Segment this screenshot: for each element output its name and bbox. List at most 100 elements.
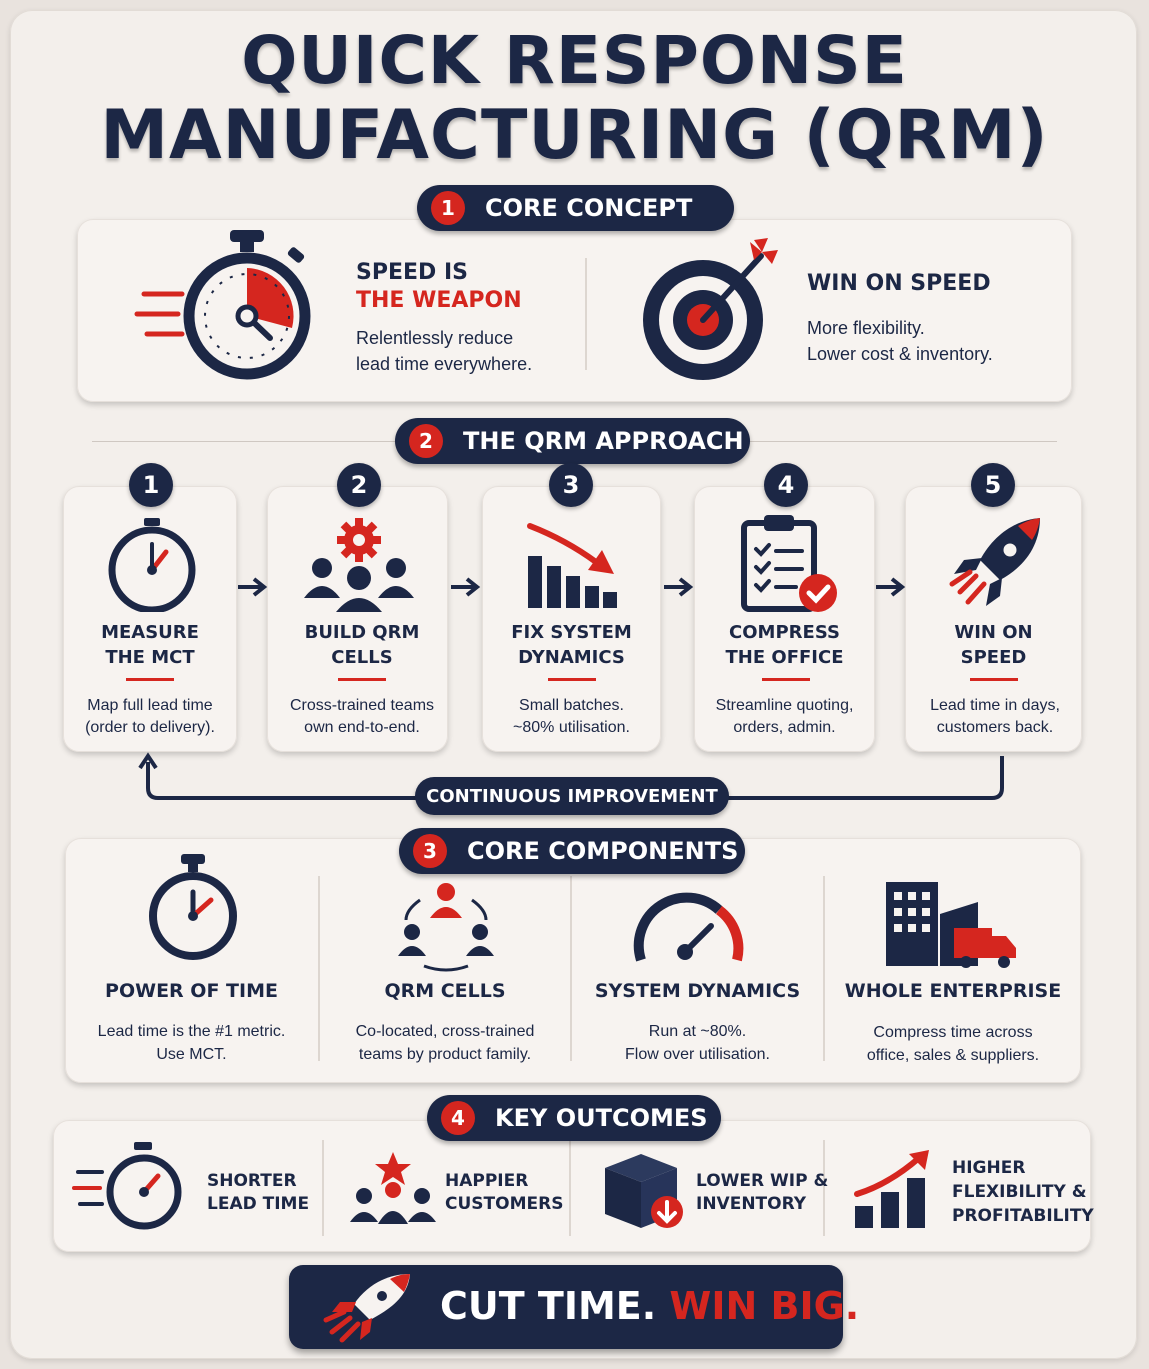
outcome-line-3: PROFITABILITY — [952, 1206, 1094, 1226]
team-cycle-icon — [398, 883, 494, 972]
title-line-1: QUICK RESPONSE — [241, 22, 908, 99]
outcome-line-2: LEAD TIME — [207, 1194, 310, 1214]
speed-heading-line-1: SPEED IS — [356, 260, 468, 285]
step-number-badge: 1 — [129, 463, 173, 507]
gauge-icon — [633, 892, 744, 962]
clipboard-check-icon — [741, 515, 837, 612]
stopwatch-icon — [134, 230, 311, 380]
outcome-line-1: HIGHER — [952, 1158, 1026, 1178]
outcome-line-1: SHORTER — [207, 1171, 297, 1191]
speed-desc-line-2: lead time everywhere. — [356, 354, 533, 374]
component-title: SYSTEM DYNAMICS — [594, 980, 801, 1002]
section-label: CORE COMPONENTS — [467, 837, 739, 865]
component-desc-line-2: Flow over utilisation. — [625, 1046, 770, 1063]
outcome-line-2: CUSTOMERS — [445, 1194, 564, 1214]
step-desc-line-1: Map full lead time — [87, 697, 213, 714]
step-title-line-2: THE OFFICE — [725, 647, 844, 668]
section-label: KEY OUTCOMES — [495, 1104, 708, 1132]
banner-text: CUT TIME. WIN BIG. — [440, 1284, 859, 1328]
core-concept-divider — [585, 258, 587, 370]
stopwatch-icon — [149, 854, 237, 960]
component-title: QRM CELLS — [384, 980, 506, 1002]
section-label: THE QRM APPROACH — [463, 427, 744, 455]
step-title-line-1: FIX SYSTEM — [511, 622, 632, 643]
arrow-right-icon — [451, 577, 481, 597]
step-title-line-1: MEASURE — [101, 622, 199, 643]
outcome-line-2: FLEXIBILITY & — [952, 1182, 1087, 1202]
step-title-line-1: BUILD QRM — [304, 622, 420, 643]
step-title-line-1: WIN ON — [954, 622, 1033, 643]
outcome-divider — [823, 1140, 825, 1236]
component-divider — [570, 876, 572, 1061]
step-title-line-2: CELLS — [331, 647, 393, 668]
component-desc-line-1: Compress time across — [873, 1024, 1033, 1041]
step-title-line-2: THE MCT — [105, 647, 195, 668]
red-underline — [126, 678, 174, 681]
section-number: 1 — [431, 191, 465, 225]
approach-step-card — [905, 486, 1082, 752]
stopwatch-icon — [72, 1142, 182, 1230]
rocket-icon — [949, 518, 1040, 606]
step-desc-line-1: Lead time in days, — [930, 697, 1060, 714]
component-desc-line-1: Lead time is the #1 metric. — [97, 1023, 286, 1040]
component-desc-line-2: teams by product family. — [358, 1046, 532, 1063]
win-speed-desc-line-2: Lower cost & inventory. — [807, 344, 993, 364]
speed-heading-line-2: THE WEAPON — [356, 288, 522, 313]
target-icon — [643, 238, 778, 380]
step-desc-line-1: Small batches. — [519, 697, 624, 714]
section-divider-left — [92, 441, 402, 442]
section-number: 2 — [409, 424, 443, 458]
red-underline — [548, 678, 596, 681]
step-desc-line-2: (order to delivery). — [85, 719, 215, 736]
outcome-line-2: INVENTORY — [696, 1194, 807, 1214]
win-speed-heading: WIN ON SPEED — [807, 271, 991, 296]
approach-step-card — [482, 486, 661, 752]
component-desc-line-1: Run at ~80%. — [648, 1023, 747, 1040]
section-number: 3 — [413, 834, 447, 868]
step-title-line-2: SPEED — [960, 647, 1027, 668]
outcome-divider — [569, 1140, 571, 1236]
step-desc-line-1: Streamline quoting, — [715, 697, 854, 714]
section-pill-components: 3 CORE COMPONENTS — [399, 828, 745, 874]
outcome-divider — [322, 1140, 324, 1236]
customers-star-icon — [350, 1152, 436, 1224]
red-underline — [338, 678, 386, 681]
section-divider-right — [745, 441, 1057, 442]
win-speed-desc-line-1: More flexibility. — [807, 318, 925, 338]
rocket-icon — [323, 1274, 410, 1343]
step-desc-line-1: Cross-trained teams — [289, 697, 435, 714]
step-desc-line-2: ~80% utilisation. — [513, 719, 630, 736]
outcome-line-1: LOWER WIP & — [696, 1171, 829, 1191]
step-number-badge: 3 — [549, 463, 593, 507]
section-pill-approach: 2 THE QRM APPROACH — [395, 418, 750, 464]
step-number-badge: 5 — [971, 463, 1015, 507]
banner-part-2: WIN BIG. — [669, 1284, 860, 1328]
step-number-badge: 2 — [337, 463, 381, 507]
red-underline — [970, 678, 1018, 681]
section-pill-core-concept: 1 CORE CONCEPT — [417, 185, 734, 231]
component-title: WHOLE ENTERPRISE — [844, 980, 1062, 1002]
red-underline — [762, 678, 810, 681]
continuous-improvement-label: CONTINUOUS IMPROVEMENT — [415, 777, 729, 815]
stopwatch-icon — [108, 518, 196, 612]
step-number-badge: 4 — [764, 463, 808, 507]
box-down-icon — [605, 1154, 683, 1228]
component-desc-line-2: Use MCT. — [156, 1046, 227, 1063]
arrow-right-icon — [664, 577, 694, 597]
section-label: CORE CONCEPT — [485, 194, 693, 222]
section-number: 4 — [441, 1101, 475, 1135]
declining-bars-icon — [527, 523, 617, 608]
banner-part-1: CUT TIME. — [440, 1284, 657, 1328]
arrow-right-icon — [238, 577, 268, 597]
team-gear-icon — [304, 518, 414, 612]
component-title: POWER OF TIME — [105, 980, 278, 1002]
step-desc-line-2: own end-to-end. — [304, 719, 420, 736]
step-desc-line-2: customers back. — [936, 719, 1054, 736]
step-title-line-1: COMPRESS — [729, 622, 840, 643]
arrow-right-icon — [876, 577, 906, 597]
section-pill-outcomes: 4 KEY OUTCOMES — [427, 1095, 721, 1141]
component-desc-line-2: office, sales & suppliers. — [866, 1047, 1040, 1064]
title-line-2: MANUFACTURING (QRM) — [100, 96, 1049, 175]
step-title-line-2: DYNAMICS — [518, 647, 625, 668]
step-desc-line-2: orders, admin. — [733, 719, 836, 736]
